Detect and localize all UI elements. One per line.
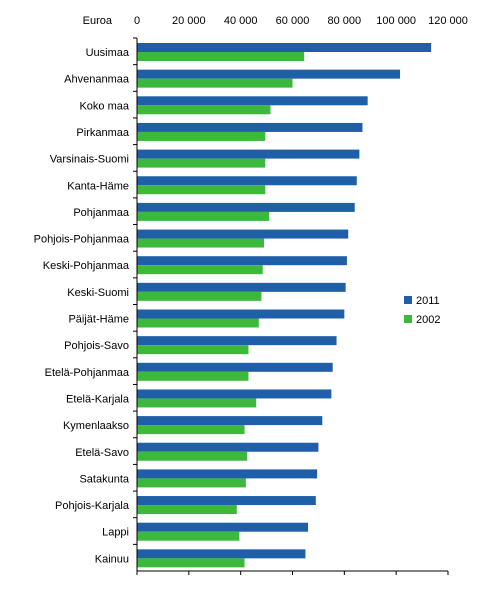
category-label: Ahvenanmaa bbox=[64, 74, 130, 86]
bar-2011 bbox=[137, 149, 360, 159]
bars bbox=[137, 43, 432, 568]
bar-2011 bbox=[137, 522, 309, 532]
category-label: Kanta-Häme bbox=[67, 180, 129, 192]
category-label: Pohjois-Karjala bbox=[55, 500, 130, 512]
category-label: Uusimaa bbox=[86, 47, 130, 59]
bar-2002 bbox=[137, 318, 259, 328]
bar-2011 bbox=[137, 469, 318, 479]
category-label: Satakunta bbox=[79, 473, 129, 485]
category-label: Pohjanmaa bbox=[73, 207, 130, 219]
bar-2002 bbox=[137, 451, 248, 461]
category-label: Koko maa bbox=[79, 100, 129, 112]
x-tick-labels: 0 20 000 40 000 60 000 80 000 100 000 120 000 bbox=[134, 15, 468, 575]
bar-2002 bbox=[137, 105, 271, 115]
bar-2011 bbox=[137, 309, 345, 319]
bar-2002 bbox=[137, 505, 237, 515]
legend-label: 2002 bbox=[416, 314, 440, 326]
bar-2002 bbox=[137, 78, 293, 88]
bar-2002 bbox=[137, 131, 266, 141]
bar-2011 bbox=[137, 549, 306, 559]
bar-2002 bbox=[137, 52, 305, 61]
x-tick-label: 0 bbox=[134, 15, 140, 27]
legend-swatch bbox=[404, 296, 412, 304]
x-tick-label: 20 000 bbox=[172, 15, 206, 27]
bar-2011 bbox=[137, 256, 347, 266]
bar-2011 bbox=[137, 442, 319, 452]
bar-2002 bbox=[137, 345, 249, 355]
bar-2011 bbox=[137, 43, 432, 52]
x-tick-label: 100 000 bbox=[376, 15, 416, 27]
bar-2011 bbox=[137, 362, 333, 372]
bar-2011 bbox=[137, 496, 316, 506]
bar-2002 bbox=[137, 265, 263, 275]
category-label: Varsinais-Suomi bbox=[50, 154, 129, 166]
legend: 2011 2002 bbox=[404, 295, 440, 326]
legend-swatch bbox=[404, 315, 412, 323]
category-label: Pohjois-Savo bbox=[64, 340, 129, 352]
category-labels: Uusimaa Ahvenanmaa Koko maa Pirkanmaa Varsin… bbox=[34, 37, 137, 565]
category-label: Etelä-Karjala bbox=[66, 393, 130, 405]
category-label: Kainuu bbox=[95, 553, 129, 565]
category-label: Pohjois-Pohjanmaa bbox=[34, 234, 130, 246]
bar-2011 bbox=[137, 336, 337, 346]
bar-2002 bbox=[137, 238, 264, 248]
bar-2002 bbox=[137, 371, 249, 381]
x-tick-label: 80 000 bbox=[328, 15, 362, 27]
category-label: Etelä-Pohjanmaa bbox=[45, 367, 130, 379]
bar-2002 bbox=[137, 158, 266, 168]
bar-2002 bbox=[137, 211, 270, 221]
category-label: Pirkanmaa bbox=[76, 127, 129, 139]
x-tick-label: 60 000 bbox=[276, 15, 310, 27]
legend-label: 2011 bbox=[416, 295, 440, 307]
bar-2011 bbox=[137, 282, 346, 292]
x-tick-label: 40 000 bbox=[224, 15, 258, 27]
bar-2011 bbox=[137, 176, 357, 186]
bar-2002 bbox=[137, 478, 246, 488]
bar-2011 bbox=[137, 69, 401, 79]
bar-2002 bbox=[137, 398, 257, 408]
category-label: Etelä-Savo bbox=[75, 447, 129, 459]
bar-2002 bbox=[137, 425, 245, 435]
bar-2011 bbox=[137, 96, 368, 106]
unit-label: Euroa bbox=[83, 15, 113, 27]
bar-2011 bbox=[137, 389, 332, 399]
x-tick-label: 120 000 bbox=[428, 15, 468, 27]
bar-2002 bbox=[137, 185, 266, 195]
bar-2002 bbox=[137, 558, 245, 568]
category-label: Kymenlaakso bbox=[63, 420, 129, 432]
bar-2002 bbox=[137, 291, 262, 301]
category-label: Keski-Pohjanmaa bbox=[43, 260, 130, 272]
bar-2011 bbox=[137, 416, 323, 426]
bar-2011 bbox=[137, 229, 349, 239]
category-label: Keski-Suomi bbox=[67, 287, 129, 299]
bar-2011 bbox=[137, 202, 355, 212]
bar-2011 bbox=[137, 122, 363, 132]
category-label: Päijät-Häme bbox=[68, 314, 129, 326]
bar-2002 bbox=[137, 531, 240, 541]
category-label: Lappi bbox=[102, 527, 129, 539]
